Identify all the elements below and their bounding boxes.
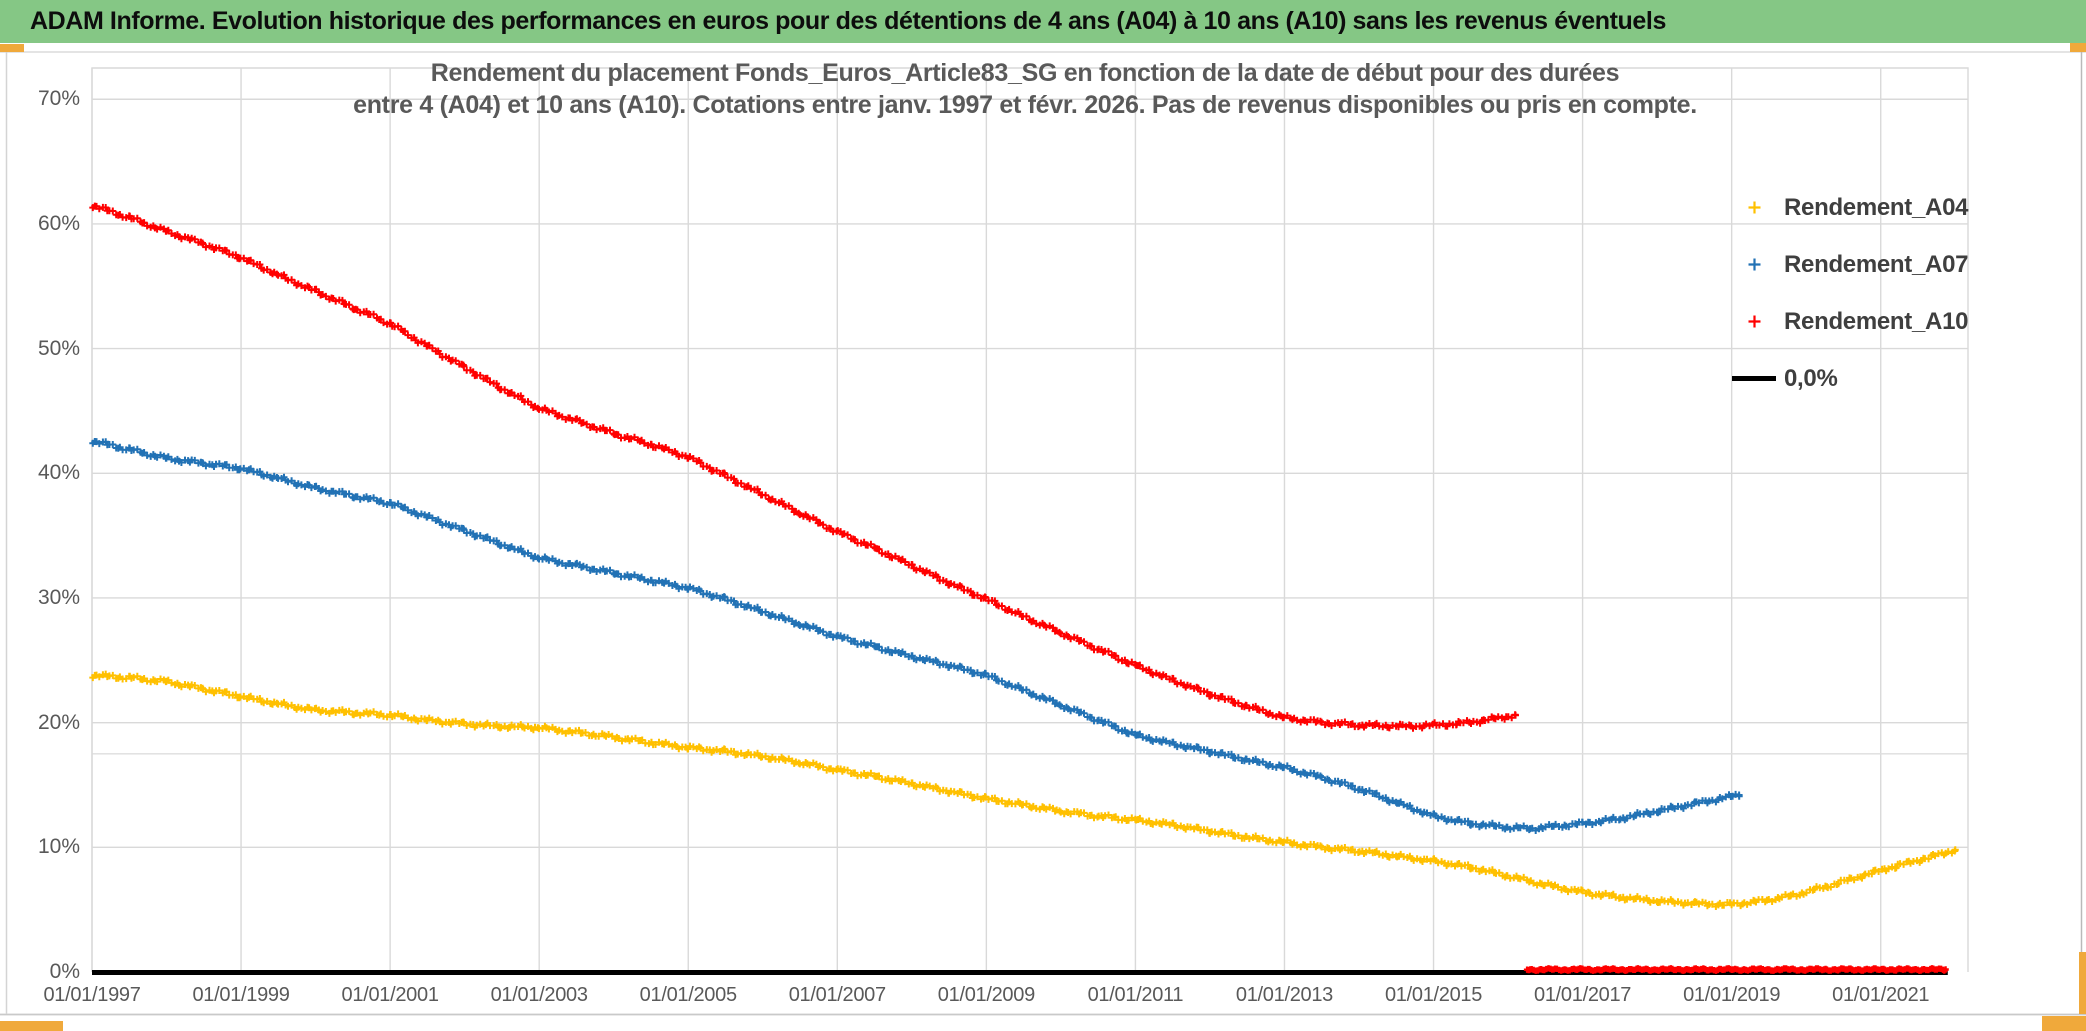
x-axis-tick-label: 01/01/2017	[1534, 984, 1632, 1006]
chart-legend: Rendement_A04 Rendement_A07 Rendement_A1…	[1732, 179, 1972, 407]
x-axis-tick-label: 01/01/2003	[490, 984, 588, 1006]
x-axis-tick-label: 01/01/2009	[937, 984, 1035, 1006]
y-axis-tick-label: 60%	[37, 211, 80, 235]
y-axis-tick-label: 30%	[37, 585, 80, 609]
y-axis-tick-label: 70%	[37, 87, 80, 111]
x-axis-tick-label: 01/01/2007	[788, 984, 886, 1006]
legend-label: Rendement_A04	[1784, 193, 1969, 221]
y-axis-tick-label: 40%	[37, 461, 80, 485]
y-axis-tick-label: 20%	[37, 710, 80, 734]
header-bar: ADAM Informe. Evolution historique des p…	[0, 0, 2086, 43]
x-axis-tick-label: 01/01/1997	[43, 984, 141, 1006]
selection-handle[interactable]	[0, 44, 24, 52]
x-axis-tick-label: 01/01/2015	[1384, 984, 1483, 1006]
selection-handle[interactable]	[2070, 43, 2086, 52]
legend-item-rendement-a04[interactable]: Rendement_A04	[1732, 179, 1972, 236]
x-axis-tick-label: 01/01/2021	[1832, 984, 1930, 1006]
legend-label: Rendement_A07	[1784, 250, 1969, 278]
selection-handle[interactable]	[0, 1021, 63, 1031]
plus-marker-icon	[1732, 314, 1776, 329]
selection-handle[interactable]	[2079, 952, 2086, 1014]
chart-title: Rendement du placement Fonds_Euros_Artic…	[250, 57, 1800, 121]
x-axis-tick-label: 01/01/2011	[1087, 984, 1184, 1006]
legend-label: Rendement_A10	[1784, 307, 1969, 335]
page-title: ADAM Informe. Evolution historique des p…	[30, 7, 1666, 35]
y-axis-tick-label: 10%	[37, 835, 80, 859]
plus-marker-icon	[1732, 257, 1776, 272]
x-axis-tick-label: 01/01/2005	[639, 984, 737, 1006]
y-axis-tick-label: 50%	[37, 336, 80, 360]
legend-item-rendement-a10[interactable]: Rendement_A10	[1732, 293, 1972, 350]
chart-title-line2: entre 4 (A04) et 10 ans (A10). Cotations…	[353, 91, 1697, 119]
legend-item-rendement-a07[interactable]: Rendement_A07	[1732, 236, 1972, 293]
legend-item-zero-line[interactable]: 0,0%	[1732, 350, 1972, 407]
chart-title-line1: Rendement du placement Fonds_Euros_Artic…	[430, 59, 1620, 87]
x-axis-tick-label: 01/01/1999	[192, 984, 290, 1006]
legend-label: 0,0%	[1784, 364, 1838, 392]
x-axis-tick-label: 01/01/2001	[341, 984, 439, 1006]
y-axis-tick-label: 0%	[49, 960, 80, 983]
line-marker-icon	[1732, 376, 1776, 381]
x-axis-tick-label: 01/01/2019	[1683, 984, 1781, 1006]
selection-handle[interactable]	[2042, 1016, 2086, 1031]
x-axis-tick-label: 01/01/2013	[1235, 984, 1334, 1006]
plus-marker-icon	[1732, 200, 1776, 215]
